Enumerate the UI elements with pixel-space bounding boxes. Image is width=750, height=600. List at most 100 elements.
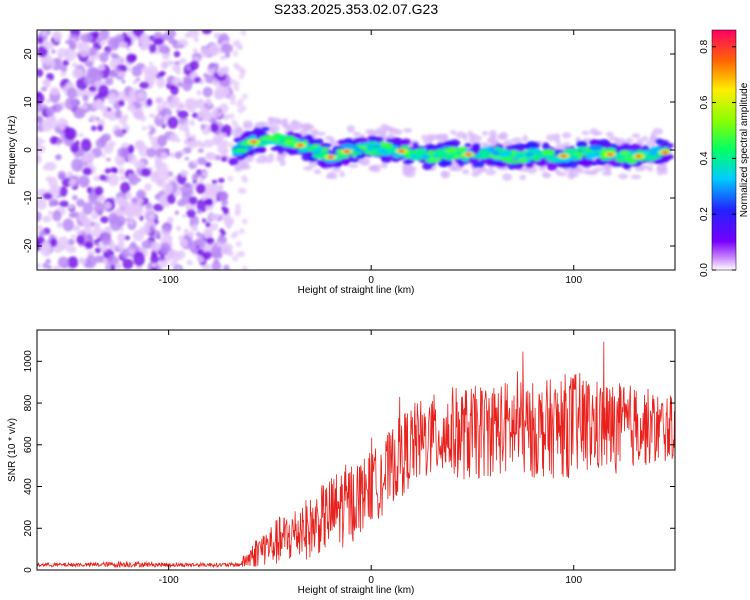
noise-blob	[71, 234, 76, 239]
signal-blob	[264, 140, 279, 145]
noise-blob	[133, 251, 145, 267]
noise-blob	[141, 66, 150, 74]
noise-blob	[149, 113, 155, 119]
signal-blob	[434, 157, 442, 162]
signal-blob	[258, 154, 268, 160]
noise-blob	[232, 50, 239, 57]
signal-blob	[401, 138, 412, 146]
noise-blob	[234, 203, 241, 210]
noise-blob	[131, 66, 143, 77]
noise-blob	[152, 203, 164, 212]
noise-blob	[151, 262, 157, 268]
noise-blob	[184, 97, 197, 107]
noise-blob	[130, 241, 136, 248]
noise-blob	[82, 217, 93, 229]
noise-blob	[192, 223, 198, 229]
noise-blob	[135, 77, 141, 82]
noise-blob	[72, 194, 78, 201]
noise-blob	[213, 258, 220, 264]
noise-blob	[166, 193, 176, 205]
noise-blob	[88, 85, 98, 92]
noise-blob	[108, 242, 116, 250]
noise-blob	[62, 218, 74, 232]
noise-blob	[95, 99, 104, 108]
noise-blob	[200, 48, 210, 58]
spectrogram-x-label: Height of straight line (km)	[298, 285, 415, 296]
signal-blob	[541, 149, 555, 155]
noise-blob	[68, 178, 77, 187]
noise-blob	[56, 48, 69, 58]
noise-blob	[53, 30, 62, 42]
snr-x-ticks: -100 0 100	[159, 330, 583, 586]
signal-blob	[391, 137, 403, 146]
signal-blob	[300, 125, 310, 131]
signal-blob	[562, 132, 572, 139]
noise-blob	[228, 113, 235, 120]
signal-blob	[406, 165, 417, 173]
noise-blob	[115, 262, 122, 270]
noise-blob	[119, 175, 127, 181]
y-tick-label: 800	[23, 394, 34, 411]
noise-blob	[141, 126, 147, 131]
noise-blob	[154, 96, 164, 105]
noise-blob	[59, 200, 69, 208]
noise-blob	[117, 232, 126, 243]
noise-blob	[150, 127, 156, 134]
signal-blob	[462, 133, 468, 142]
noise-blob	[155, 50, 160, 55]
noise-blob	[221, 114, 230, 121]
signal-blob	[325, 173, 334, 180]
noise-blob	[192, 48, 198, 54]
noise-blob	[196, 209, 202, 214]
noise-blob	[128, 249, 135, 254]
noise-blob	[220, 156, 228, 162]
noise-blob	[128, 219, 134, 225]
noise-blob	[103, 201, 112, 210]
noise-blob	[203, 139, 214, 148]
signal-blob	[260, 126, 270, 132]
noise-blob	[191, 134, 196, 140]
noise-blob	[219, 132, 228, 139]
noise-blob	[68, 171, 73, 176]
noise-blob	[192, 112, 198, 119]
noise-blob	[159, 242, 171, 255]
noise-blob	[96, 242, 101, 247]
noise-blob	[59, 65, 68, 72]
noise-blob	[202, 112, 213, 122]
noise-blob	[52, 103, 63, 113]
noise-blob	[109, 58, 118, 69]
noise-blob	[114, 129, 124, 138]
noise-blob	[184, 132, 192, 139]
spectrogram-y-label: Frequency (Hz)	[7, 116, 18, 185]
noise-blob	[205, 198, 214, 207]
y-tick-label: -10	[23, 190, 34, 205]
noise-blob	[48, 210, 54, 216]
noise-blob	[66, 87, 78, 99]
signal-blob	[481, 130, 489, 136]
noise-blob	[219, 228, 225, 233]
noise-blob	[84, 60, 94, 68]
noise-blob	[148, 43, 157, 54]
noise-blob	[197, 148, 204, 153]
noise-blob	[179, 238, 189, 248]
x-tick-label: -100	[159, 275, 179, 286]
signal-blob	[277, 135, 289, 141]
noise-blob	[126, 47, 131, 51]
noise-blob	[188, 196, 198, 205]
noise-blob	[51, 49, 56, 54]
noise-blob	[123, 235, 131, 241]
noise-blob	[153, 37, 164, 46]
y-tick-label: 1000	[23, 350, 34, 373]
signal-blob	[268, 116, 274, 122]
noise-blob	[158, 259, 168, 269]
noise-blob	[78, 149, 85, 158]
signal-blob	[314, 146, 323, 153]
noise-blob	[220, 55, 226, 61]
signal-blob	[662, 168, 668, 175]
signal-blob	[649, 146, 664, 152]
signal-blob	[234, 148, 246, 152]
colorbar-ticks: 0.0 0.2 0.4 0.6 0.8	[699, 39, 736, 277]
noise-blob	[238, 228, 245, 235]
noise-blob	[62, 86, 68, 93]
noise-blob	[217, 86, 230, 98]
